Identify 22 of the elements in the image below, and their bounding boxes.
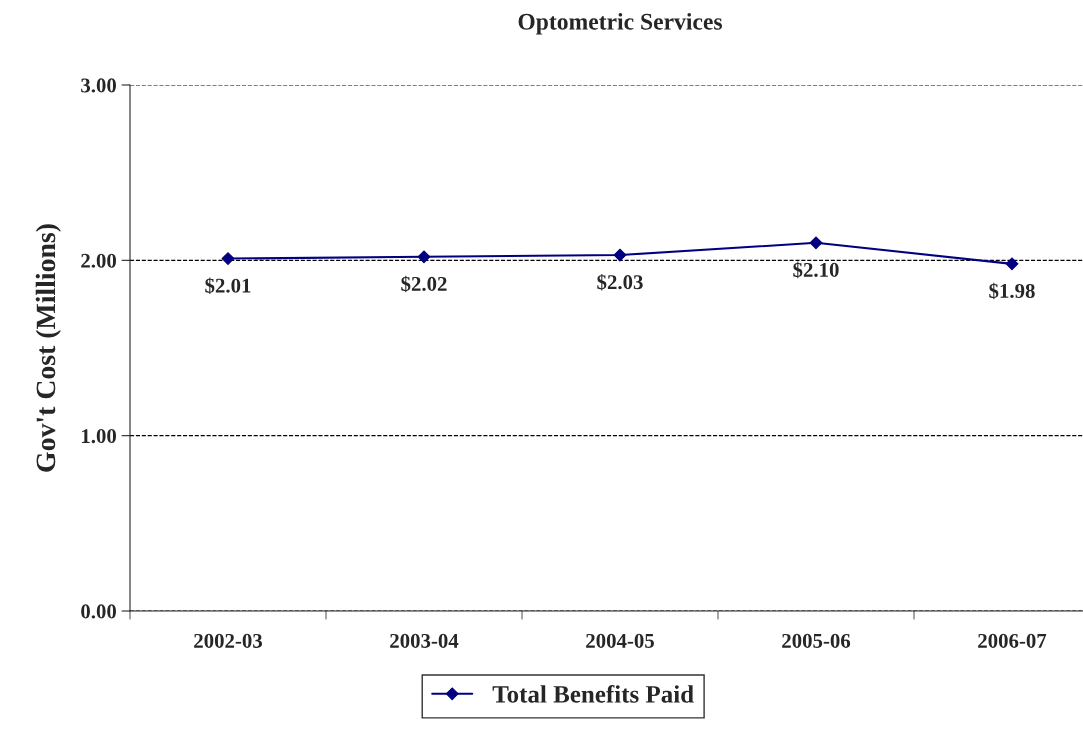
point bbox=[221, 252, 235, 265]
data-label: $2.03 bbox=[597, 273, 643, 291]
data-label: $1.98 bbox=[989, 282, 1035, 300]
point bbox=[613, 248, 627, 262]
y-axis-title: Gov't Cost (Millions) bbox=[35, 224, 61, 472]
data-label: $2.01 bbox=[205, 277, 251, 295]
point bbox=[809, 236, 823, 250]
y-tick-label: 0.00 bbox=[81, 604, 117, 619]
x-tick-label: 2006-07 bbox=[978, 633, 1047, 648]
legend-label: Total Benefits Paid bbox=[492, 684, 694, 703]
x-tick-label: 2003-04 bbox=[390, 633, 459, 648]
y-tick-label: 3.00 bbox=[81, 78, 117, 93]
y-tick-label: 1.00 bbox=[82, 429, 117, 444]
chart-title: Optometric Services bbox=[518, 13, 723, 35]
data-label: $2.10 bbox=[793, 261, 839, 279]
point bbox=[417, 250, 431, 264]
point bbox=[1005, 257, 1019, 271]
data-label: $2.02 bbox=[401, 275, 447, 293]
x-tick-label: 2004-05 bbox=[586, 633, 654, 648]
x-tick-label: 2005-06 bbox=[782, 633, 851, 648]
y-tick-label: 2.00 bbox=[81, 253, 117, 268]
x-tick-label: 2002-03 bbox=[194, 633, 263, 648]
